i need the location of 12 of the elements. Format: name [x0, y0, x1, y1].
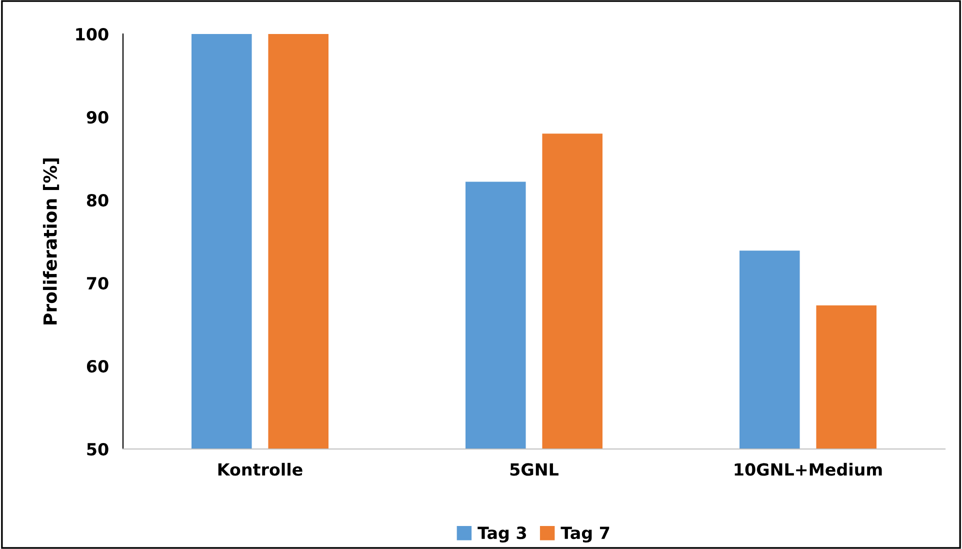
x-tick-label: Kontrolle: [218, 462, 302, 476]
x-tick-label: 10GNL+Medium: [734, 462, 882, 476]
legend-label: Tag 7: [560, 526, 610, 543]
y-tick-label: 80: [86, 194, 108, 207]
y-tick-label: 70: [87, 276, 108, 290]
y-tick-label: 50: [87, 442, 108, 456]
y-tick-label: 90: [86, 110, 108, 124]
x-tick-label: 5GNL: [510, 463, 558, 476]
legend-label: Tag 3: [478, 526, 526, 543]
y-tick-label: 100: [76, 28, 108, 41]
y-axis-title: Proliferation [%]: [42, 158, 60, 324]
y-tick-label: 60: [86, 360, 108, 373]
